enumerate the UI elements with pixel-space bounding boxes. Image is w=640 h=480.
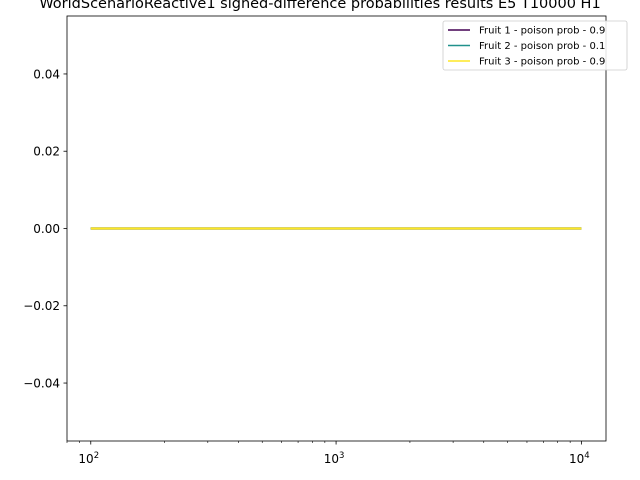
legend-label: Fruit 2 - poison prob - 0.1 <box>479 41 605 52</box>
y-tick-label: −0.04 <box>23 376 60 390</box>
y-tick-label: 0.04 <box>33 67 60 81</box>
legend-label: Fruit 3 - poison prob - 0.9 <box>479 57 605 68</box>
y-tick-label: 0.02 <box>33 145 60 159</box>
x-tick-label: 104 <box>569 451 590 466</box>
y-axis: 0.04 0.02 0.00 −0.02 −0.04 <box>23 67 67 390</box>
chart-title: WorldScenarioReactive1 signed-difference… <box>39 0 600 12</box>
y-tick-label: −0.02 <box>23 299 60 313</box>
x-axis: 102 103 104 <box>66 441 590 466</box>
legend: Fruit 1 - poison prob - 0.9 Fruit 2 - poi… <box>442 20 628 71</box>
y-tick-label: 0.00 <box>33 222 60 236</box>
x-tick-label: 103 <box>324 451 345 466</box>
legend-label: Fruit 1 - poison prob - 0.9 <box>479 26 605 37</box>
legend-box <box>442 20 628 71</box>
x-tick-label: 102 <box>78 451 99 466</box>
